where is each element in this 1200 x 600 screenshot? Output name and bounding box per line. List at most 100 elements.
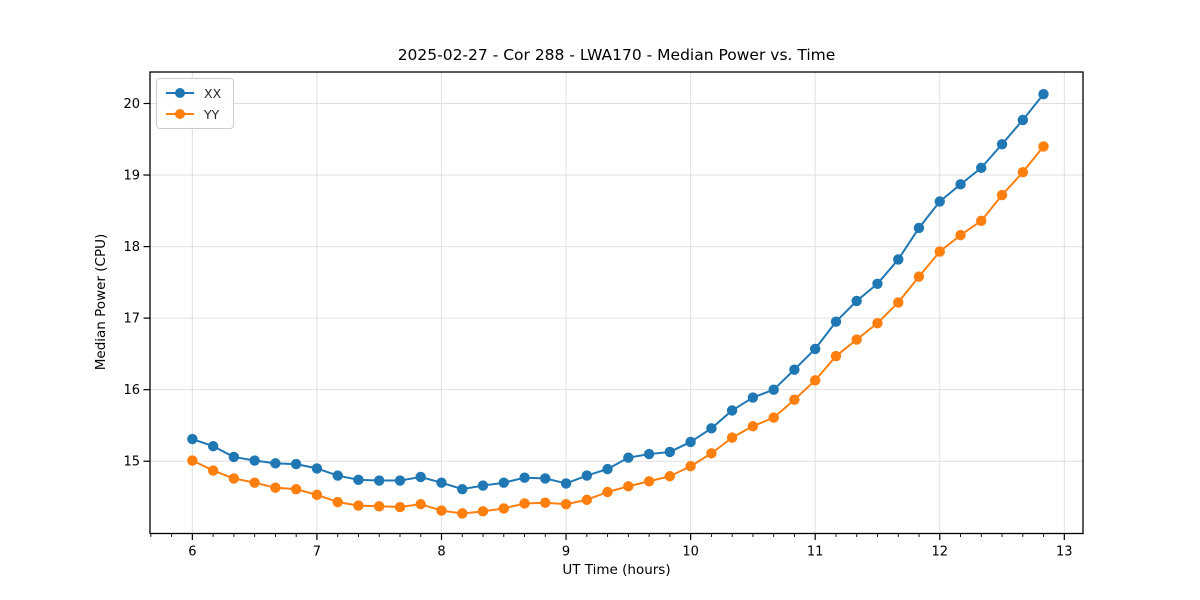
data-point-yy <box>996 189 1008 201</box>
data-point-xx <box>1038 88 1049 100</box>
x-tick-label: 12 <box>931 545 948 560</box>
axes-frame <box>149 71 1084 535</box>
data-point-xx <box>893 254 904 265</box>
data-point-xx <box>394 475 406 486</box>
data-point-yy <box>540 497 551 508</box>
data-point-yy <box>706 448 717 459</box>
data-point-xx <box>187 433 198 445</box>
data-point-yy <box>228 473 240 484</box>
legend-item-yy: YY <box>165 105 221 123</box>
data-point-yy <box>207 465 219 476</box>
series-line-yy <box>191 145 1045 515</box>
data-point-xx <box>934 196 945 207</box>
data-point-xx <box>540 473 551 484</box>
data-point-yy <box>768 412 779 423</box>
x-tick-label: 11 <box>807 545 824 560</box>
xx-line-marker-icon <box>166 88 194 98</box>
data-point-xx <box>913 222 925 234</box>
y-tick-label: 20 <box>123 97 140 112</box>
data-point-yy <box>809 375 821 386</box>
data-point-yy <box>934 246 945 257</box>
data-point-yy <box>519 498 530 509</box>
data-point-xx <box>270 458 281 469</box>
data-point-xx <box>726 405 738 416</box>
data-point-yy <box>249 477 260 488</box>
data-point-xx <box>809 343 821 355</box>
data-point-yy <box>747 420 759 432</box>
data-point-xx <box>290 458 302 470</box>
data-point-xx <box>685 436 696 448</box>
y-tick-label: 19 <box>123 169 140 184</box>
data-point-yy <box>789 394 800 405</box>
data-point-xx <box>1017 114 1029 126</box>
data-point-yy <box>290 483 302 495</box>
data-point-yy <box>477 506 489 517</box>
data-point-xx <box>374 475 385 486</box>
data-point-yy <box>394 501 406 513</box>
data-point-xx <box>872 278 883 289</box>
data-point-xx <box>768 384 779 395</box>
legend-item-xx: XX <box>165 84 221 102</box>
data-point-yy <box>436 505 447 516</box>
data-point-yy <box>685 461 696 472</box>
data-point-yy <box>415 498 426 510</box>
data-point-xx <box>457 483 468 495</box>
y-tick-label: 15 <box>123 455 140 470</box>
data-point-xx <box>664 446 676 458</box>
data-point-yy <box>602 486 613 498</box>
data-point-xx <box>747 392 759 403</box>
data-point-xx <box>955 179 966 190</box>
data-point-yy <box>976 215 987 227</box>
data-point-xx <box>789 364 800 375</box>
data-point-xx <box>498 477 509 488</box>
x-tick-label: 13 <box>1056 545 1073 560</box>
data-point-xx <box>643 448 655 460</box>
data-point-xx <box>581 470 593 481</box>
data-point-xx <box>353 474 364 486</box>
y-tick-label: 18 <box>123 240 140 255</box>
x-axis-label: UT Time (hours) <box>562 562 671 578</box>
data-point-yy <box>332 496 343 508</box>
data-point-xx <box>249 455 260 466</box>
data-point-xx <box>477 480 489 491</box>
data-point-xx <box>976 162 987 174</box>
x-tick-label: 8 <box>437 545 445 560</box>
yy-line-marker-icon <box>166 109 194 119</box>
data-point-yy <box>457 508 468 519</box>
data-point-xx <box>311 463 323 474</box>
data-point-yy <box>560 498 572 510</box>
data-point-yy <box>872 317 883 329</box>
data-point-yy <box>955 229 966 241</box>
chart-title: 2025-02-27 - Cor 288 - LWA170 - Median P… <box>397 46 836 64</box>
x-tick-label: 10 <box>682 545 699 560</box>
data-point-yy <box>893 297 904 308</box>
data-point-yy <box>311 489 323 501</box>
legend-label-yy: YY <box>204 106 220 122</box>
y-tick-label: 16 <box>123 383 140 398</box>
data-point-xx <box>332 470 343 481</box>
y-tick-label: 17 <box>123 312 140 327</box>
legend-label-xx: XX <box>204 85 222 101</box>
data-point-yy <box>1038 141 1049 152</box>
data-point-yy <box>913 271 925 282</box>
data-point-yy <box>830 350 842 362</box>
data-point-yy <box>851 334 862 345</box>
data-point-yy <box>623 481 634 492</box>
x-tick-label: 7 <box>313 545 321 560</box>
data-point-yy <box>1017 166 1029 178</box>
data-point-yy <box>498 503 509 514</box>
data-point-yy <box>187 455 198 466</box>
y-axis-label: Median Power (CPU) <box>93 233 109 371</box>
data-point-xx <box>851 295 862 307</box>
data-point-xx <box>706 423 717 434</box>
data-point-xx <box>519 472 530 483</box>
data-point-yy <box>664 471 676 482</box>
data-point-yy <box>353 500 364 511</box>
data-point-yy <box>581 494 593 506</box>
data-point-xx <box>228 451 240 463</box>
data-point-xx <box>602 463 613 475</box>
data-point-xx <box>436 477 447 488</box>
data-point-yy <box>270 482 281 493</box>
